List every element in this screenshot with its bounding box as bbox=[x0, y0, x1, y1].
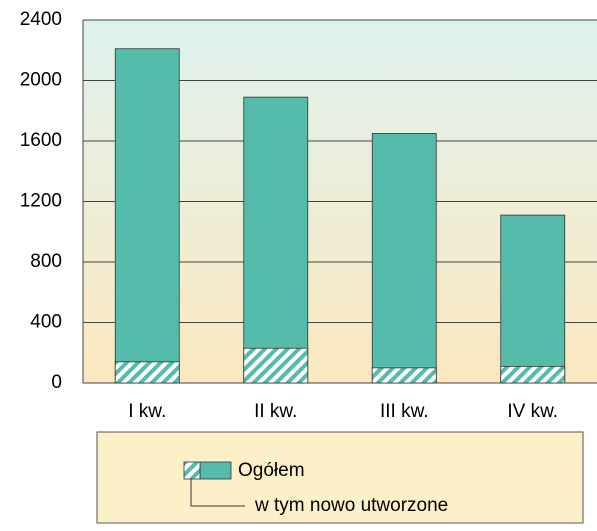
bar bbox=[371, 133, 437, 384]
legend-swatch bbox=[199, 461, 232, 480]
y-tick-label: 0 bbox=[51, 372, 62, 393]
bar bbox=[500, 214, 566, 384]
y-tick-label: 800 bbox=[30, 251, 62, 272]
y-tick-label: 400 bbox=[30, 312, 62, 333]
x-tick-label: III kw. bbox=[380, 401, 429, 422]
bar bbox=[114, 48, 180, 384]
x-tick-label: I kw. bbox=[128, 401, 166, 422]
legend-label: w tym nowo utworzone bbox=[254, 495, 448, 516]
y-tick-label: 1600 bbox=[20, 130, 62, 151]
y-tick-label: 1200 bbox=[20, 191, 62, 212]
legend-swatch bbox=[183, 461, 201, 480]
legend-leader bbox=[190, 479, 245, 507]
y-tick-label: 2000 bbox=[20, 70, 62, 91]
bar bbox=[114, 361, 180, 384]
legend-label: Ogółem bbox=[238, 460, 305, 481]
legend-box bbox=[96, 431, 584, 524]
bar bbox=[500, 365, 566, 384]
bar bbox=[243, 96, 309, 384]
bar bbox=[243, 347, 309, 384]
bar bbox=[371, 367, 437, 384]
x-tick-label: II kw. bbox=[254, 401, 297, 422]
y-tick-label: 2400 bbox=[20, 9, 62, 30]
x-tick-label: IV kw. bbox=[507, 401, 558, 422]
